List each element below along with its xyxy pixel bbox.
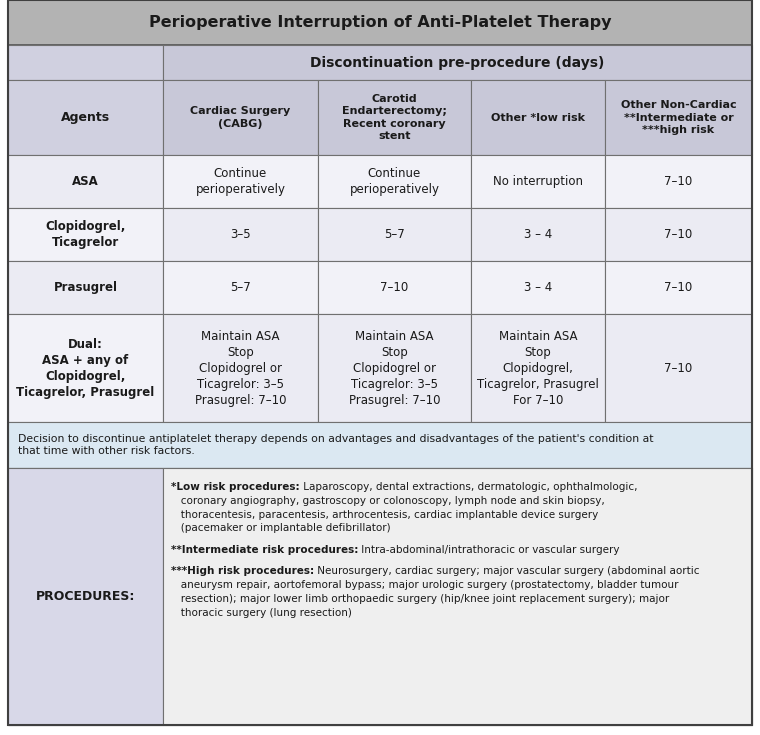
Bar — [163, 261, 318, 314]
Text: resection); major lower limb orthopaedic surgery (hip/knee joint replacement sur: resection); major lower limb orthopaedic… — [171, 594, 670, 603]
Text: Carotid
Endarterectomy;
Recent coronary
stent: Carotid Endarterectomy; Recent coronary … — [342, 94, 447, 141]
Text: Perioperative Interruption of Anti-Platelet Therapy: Perioperative Interruption of Anti-Plate… — [149, 15, 611, 30]
Text: 5–7: 5–7 — [230, 281, 251, 294]
Bar — [163, 80, 318, 155]
Bar — [605, 208, 752, 261]
Bar — [8, 261, 163, 314]
Text: Neurosurgery, cardiac surgery; major vascular surgery (abdominal aortic: Neurosurgery, cardiac surgery; major vas… — [314, 566, 700, 576]
Text: 7–10: 7–10 — [380, 281, 409, 294]
Text: 3–5: 3–5 — [230, 228, 251, 241]
Text: thoracentesis, paracentesis, arthrocentesis, cardiac implantable device surgery: thoracentesis, paracentesis, arthrocente… — [171, 509, 598, 520]
Text: Discontinuation pre-procedure (days): Discontinuation pre-procedure (days) — [310, 56, 605, 70]
Text: thoracic surgery (lung resection): thoracic surgery (lung resection) — [171, 608, 352, 617]
Text: Other Non-Cardiac
**Intermediate or
***high risk: Other Non-Cardiac **Intermediate or ***h… — [621, 100, 736, 135]
Bar — [8, 468, 752, 725]
Text: **Intermediate risk procedures:: **Intermediate risk procedures: — [171, 545, 359, 555]
Text: aneurysm repair, aortofemoral bypass; major urologic surgery (prostatectomy, bla: aneurysm repair, aortofemoral bypass; ma… — [171, 580, 679, 590]
Bar — [471, 155, 605, 208]
Text: Clopidogrel,
Ticagrelor: Clopidogrel, Ticagrelor — [46, 220, 125, 249]
Bar — [471, 208, 605, 261]
Text: 7–10: 7–10 — [664, 228, 692, 241]
Text: Decision to discontinue antiplatelet therapy depends on advantages and disadvant: Decision to discontinue antiplatelet the… — [18, 434, 654, 456]
Text: 3 – 4: 3 – 4 — [524, 228, 552, 241]
Bar — [318, 208, 471, 261]
Bar — [605, 261, 752, 314]
Bar — [8, 468, 163, 725]
Bar — [8, 314, 163, 422]
Text: ***High risk procedures:: ***High risk procedures: — [171, 566, 314, 576]
Text: Intra-abdominal/intrathoracic or vascular surgery: Intra-abdominal/intrathoracic or vascula… — [359, 545, 620, 555]
Text: 7–10: 7–10 — [664, 175, 692, 188]
Bar — [318, 80, 471, 155]
Bar — [605, 80, 752, 155]
Text: 5–7: 5–7 — [384, 228, 405, 241]
Text: Agents: Agents — [61, 111, 110, 124]
Bar — [471, 314, 605, 422]
Text: (pacemaker or implantable defibrillator): (pacemaker or implantable defibrillator) — [171, 523, 391, 534]
Text: Continue
perioperatively: Continue perioperatively — [350, 167, 439, 196]
Text: Laparoscopy, dental extractions, dermatologic, ophthalmologic,: Laparoscopy, dental extractions, dermato… — [299, 482, 637, 492]
Text: 7–10: 7–10 — [664, 362, 692, 375]
Text: ASA: ASA — [72, 175, 99, 188]
Text: coronary angiography, gastroscopy or colonoscopy, lymph node and skin biopsy,: coronary angiography, gastroscopy or col… — [171, 496, 605, 506]
Text: Maintain ASA
Stop
Clopidogrel or
Ticagrelor: 3–5
Prasugrel: 7–10: Maintain ASA Stop Clopidogrel or Ticagre… — [349, 329, 440, 406]
Text: PROCEDURES:: PROCEDURES: — [36, 590, 135, 603]
Bar — [318, 314, 471, 422]
Bar — [8, 422, 752, 468]
Bar — [8, 155, 163, 208]
Bar — [8, 80, 163, 155]
Bar — [318, 155, 471, 208]
Text: Prasugrel: Prasugrel — [53, 281, 118, 294]
Bar — [163, 155, 318, 208]
Text: Continue
perioperatively: Continue perioperatively — [195, 167, 286, 196]
Text: *Low risk procedures:: *Low risk procedures: — [171, 482, 299, 492]
Bar — [163, 314, 318, 422]
Bar — [8, 208, 163, 261]
Text: 7–10: 7–10 — [664, 281, 692, 294]
Bar — [163, 208, 318, 261]
Text: No interruption: No interruption — [493, 175, 583, 188]
Bar — [605, 314, 752, 422]
Text: Dual:
ASA + any of
Clopidogrel,
Ticagrelor, Prasugrel: Dual: ASA + any of Clopidogrel, Ticagrel… — [17, 337, 154, 398]
Bar — [318, 261, 471, 314]
Bar — [163, 45, 752, 80]
Text: Maintain ASA
Stop
Clopidogrel or
Ticagrelor: 3–5
Prasugrel: 7–10: Maintain ASA Stop Clopidogrel or Ticagre… — [195, 329, 287, 406]
Bar — [8, 0, 752, 45]
Bar — [605, 155, 752, 208]
Bar — [471, 80, 605, 155]
Text: 3 – 4: 3 – 4 — [524, 281, 552, 294]
Bar — [163, 468, 752, 725]
Text: Cardiac Surgery
(CABG): Cardiac Surgery (CABG) — [190, 107, 290, 129]
Bar — [471, 261, 605, 314]
Text: Other *low risk: Other *low risk — [491, 112, 585, 123]
Bar — [8, 45, 163, 80]
Text: Maintain ASA
Stop
Clopidogrel,
Ticagrelor, Prasugrel
For 7–10: Maintain ASA Stop Clopidogrel, Ticagrelo… — [477, 329, 599, 406]
